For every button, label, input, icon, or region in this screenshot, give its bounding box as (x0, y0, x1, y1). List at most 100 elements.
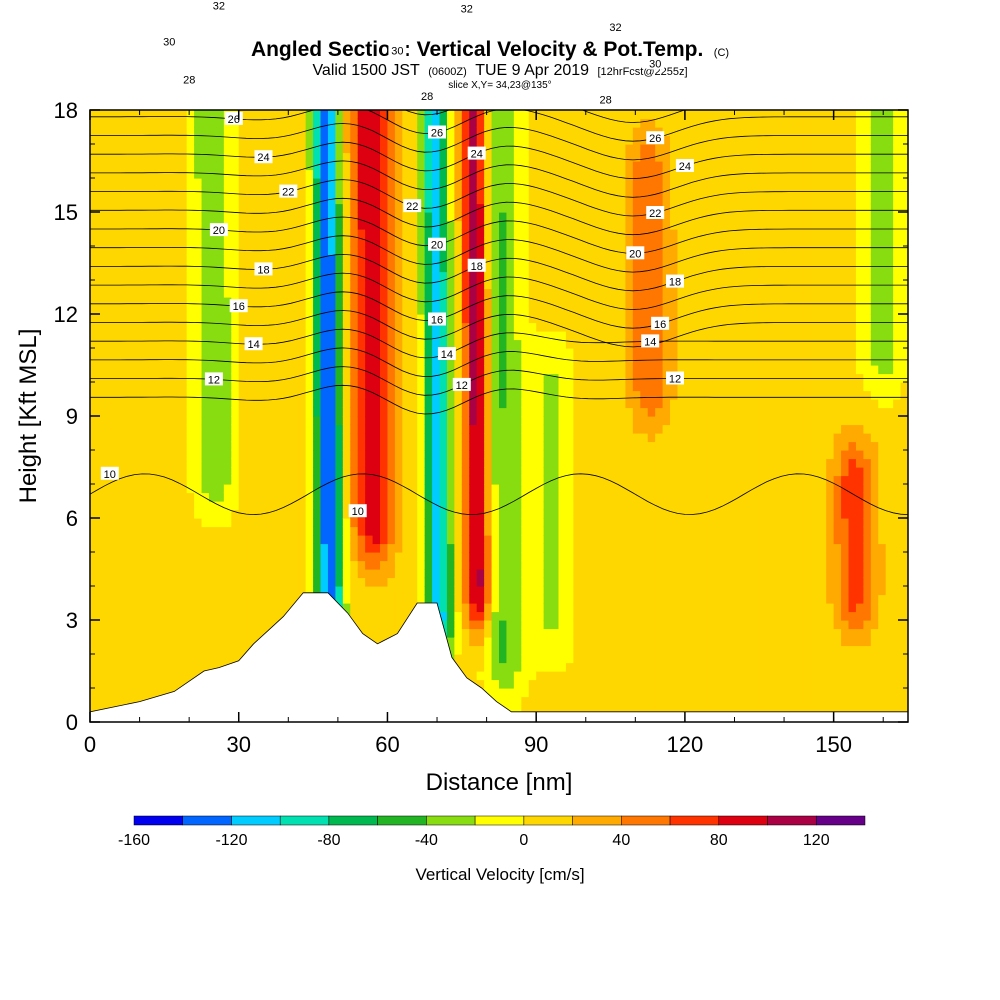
velocity-cell (454, 144, 463, 154)
velocity-cell (387, 365, 396, 375)
velocity-cell (149, 416, 158, 426)
velocity-cell (573, 662, 582, 672)
velocity-cell (595, 611, 604, 621)
velocity-cell (97, 543, 106, 553)
velocity-cell (409, 135, 418, 145)
velocity-cell (521, 263, 530, 273)
velocity-cell (506, 135, 515, 145)
velocity-cell (194, 467, 203, 477)
velocity-cell (380, 237, 389, 247)
velocity-cell (238, 348, 247, 358)
velocity-cell (290, 212, 299, 222)
velocity-cell (357, 433, 366, 443)
velocity-cell (580, 458, 589, 468)
velocity-cell (90, 195, 99, 205)
velocity-cell (521, 220, 530, 230)
velocity-cell (119, 662, 128, 672)
velocity-cell (142, 577, 151, 587)
velocity-cell (513, 688, 522, 698)
velocity-cell (394, 484, 403, 494)
velocity-cell (461, 118, 470, 128)
velocity-cell (417, 560, 426, 570)
velocity-cell (595, 586, 604, 596)
velocity-cell (513, 110, 522, 120)
velocity-cell (313, 331, 322, 341)
velocity-cell (208, 407, 218, 417)
velocity-cell (305, 475, 314, 485)
velocity-cell (171, 594, 180, 604)
velocity-cell (603, 628, 612, 638)
velocity-cell (223, 526, 232, 536)
velocity-cell (112, 577, 121, 587)
velocity-cell (186, 390, 195, 400)
velocity-cell (119, 433, 128, 443)
velocity-cell (461, 569, 470, 579)
velocity-cell (134, 314, 143, 324)
velocity-cell (558, 144, 567, 154)
velocity-cell (246, 458, 255, 468)
velocity-cell (439, 467, 448, 477)
velocity-cell (409, 450, 418, 460)
velocity-cell (231, 467, 240, 477)
velocity-cell (208, 450, 218, 460)
velocity-cell (595, 169, 604, 179)
velocity-cell (565, 662, 574, 672)
velocity-cell (558, 331, 567, 341)
velocity-cell (513, 365, 522, 375)
velocity-cell (171, 237, 180, 247)
velocity-cell (238, 220, 247, 230)
velocity-cell (208, 441, 218, 451)
velocity-cell (513, 569, 522, 579)
velocity-cell (216, 339, 225, 349)
velocity-cell (253, 467, 262, 477)
velocity-cell (327, 348, 336, 358)
velocity-cell (119, 416, 128, 426)
velocity-cell (521, 467, 530, 477)
velocity-cell (201, 280, 210, 290)
velocity-cell (134, 373, 143, 383)
velocity-cell (387, 297, 396, 307)
velocity-cell (164, 611, 173, 621)
velocity-cell (595, 671, 604, 681)
velocity-cell (558, 679, 567, 689)
velocity-cell (491, 169, 500, 179)
velocity-cell (417, 424, 426, 434)
velocity-cell (97, 424, 106, 434)
velocity-cell (580, 288, 589, 298)
velocity-cell (97, 152, 106, 162)
velocity-cell (119, 467, 128, 477)
velocity-cell (454, 603, 463, 613)
velocity-cell (595, 365, 604, 375)
velocity-cell (119, 144, 128, 154)
velocity-cell (387, 161, 396, 171)
velocity-cell (104, 178, 113, 188)
velocity-cell (216, 543, 225, 553)
velocity-cell (268, 475, 277, 485)
velocity-cell (313, 203, 322, 213)
velocity-cell (499, 433, 508, 443)
velocity-cell (499, 518, 508, 528)
velocity-cell (201, 416, 210, 426)
velocity-cell (112, 552, 121, 562)
velocity-cell (104, 297, 113, 307)
velocity-cell (231, 220, 240, 230)
velocity-cell (446, 314, 455, 324)
velocity-cell (156, 356, 165, 366)
velocity-cell (97, 688, 106, 698)
velocity-cell (305, 305, 314, 315)
velocity-cell (365, 348, 374, 358)
velocity-cell (380, 314, 389, 324)
velocity-cell (588, 348, 597, 358)
velocity-cell (208, 280, 218, 290)
velocity-cell (156, 331, 165, 341)
velocity-cell (97, 637, 106, 647)
velocity-cell (208, 356, 218, 366)
velocity-cell (595, 212, 604, 222)
velocity-cell (90, 662, 99, 672)
velocity-cell (216, 305, 225, 315)
velocity-cell (253, 526, 262, 536)
velocity-cell (298, 501, 307, 511)
velocity-cell (253, 458, 262, 468)
velocity-cell (305, 569, 314, 579)
velocity-cell (461, 458, 470, 468)
